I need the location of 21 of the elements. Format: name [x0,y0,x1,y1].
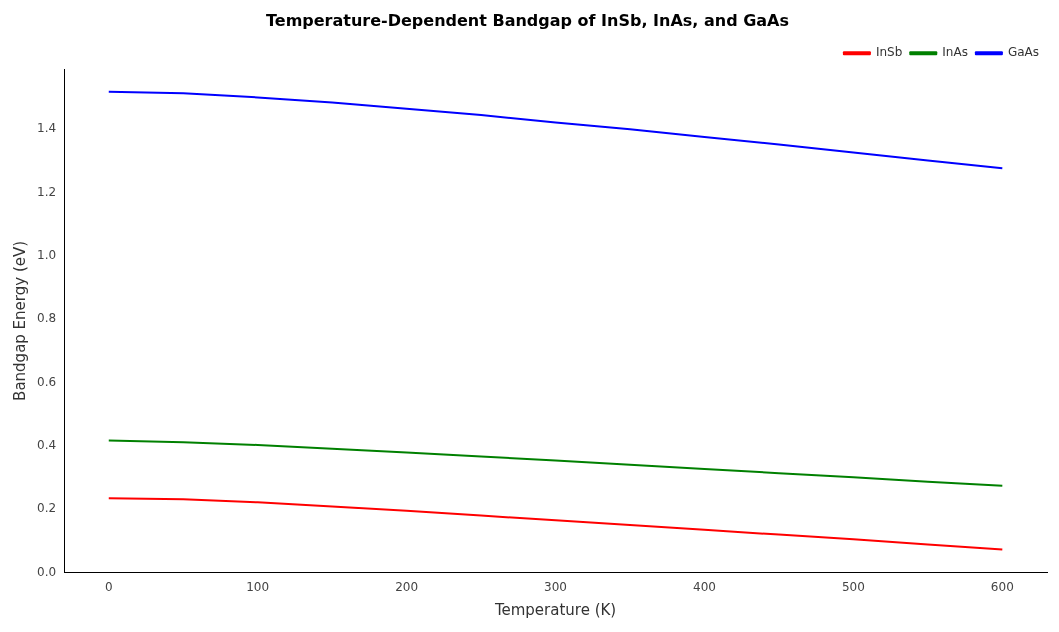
legend-label: InSb [875,45,903,60]
x-axis-title: Temperature (K) [493,600,617,619]
y-tick-label: 0.2 [36,501,57,516]
chart-title: Temperature-Dependent Bandgap of InSb, InAs, and GaAs [265,10,790,30]
legend-label: InAs [942,45,968,60]
x-tick-label: 500 [841,579,865,594]
x-tick-label: 300 [544,579,567,594]
x-tick-label: 0 [104,579,113,594]
y-tick-label: 0.8 [36,311,57,326]
y-tick-label: 1.2 [36,184,57,199]
x-tick-label: 600 [990,579,1014,594]
x-tick-label: 400 [693,579,716,594]
y-tick-label: 1.4 [36,121,57,136]
y-tick-label: 1.0 [36,248,57,263]
y-axis-title: Bandgap Energy (eV) [10,240,29,401]
x-tick-label: 100 [246,579,270,594]
x-tick-label: 200 [395,579,419,594]
y-tick-label: 0.4 [36,438,57,453]
legend-label: GaAs [1007,45,1040,60]
y-tick-label: 0.6 [36,374,57,389]
y-tick-label: 0.0 [36,564,57,579]
